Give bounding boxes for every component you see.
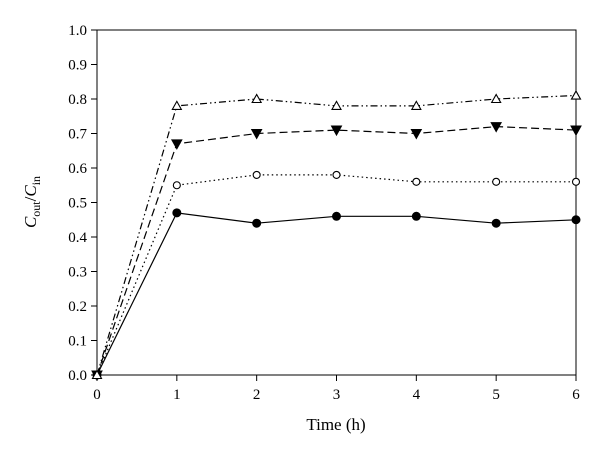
x-tick-label: 4 bbox=[413, 387, 421, 403]
data-point-series-3 bbox=[330, 125, 343, 137]
data-point-series-2 bbox=[571, 177, 581, 186]
data-point-series-2 bbox=[492, 177, 501, 186]
tick-marks bbox=[91, 29, 577, 381]
data-point-series-2 bbox=[332, 170, 341, 179]
y-tick-label: 0.0 bbox=[68, 368, 87, 384]
data-point-series-2 bbox=[172, 181, 181, 190]
y-tick-label: 0.1 bbox=[68, 334, 87, 350]
x-tick-label: 6 bbox=[572, 387, 580, 403]
y-tick-labels: 0.0 0.1 0.2 0.3 0.4 0.5 0.6 0.7 0.8 0.9 1.0 bbox=[68, 23, 87, 384]
y-tick-label: 0.6 bbox=[68, 161, 87, 177]
data-point-series-1 bbox=[332, 211, 341, 221]
data-point-series-3 bbox=[570, 125, 582, 137]
data-point-series-1 bbox=[411, 211, 421, 221]
data-point-series-2 bbox=[412, 177, 421, 186]
data-point-series-4 bbox=[410, 100, 422, 110]
plot-frame bbox=[96, 29, 577, 376]
data-point-series-4 bbox=[331, 100, 342, 110]
data-point-series-1 bbox=[491, 218, 501, 228]
series-line-2 bbox=[96, 174, 576, 376]
data-point-series-2 bbox=[252, 170, 261, 179]
data-point-series-4 bbox=[251, 93, 263, 104]
data-point-series-4 bbox=[171, 100, 183, 110]
y-tick-label: 0.9 bbox=[68, 58, 87, 74]
y-tick-label: 0.5 bbox=[68, 196, 87, 212]
y-tick-label: 0.2 bbox=[68, 299, 87, 315]
x-tick-label: 0 bbox=[93, 387, 101, 403]
x-tick-labels: 0 1 2 3 4 5 6 bbox=[93, 387, 580, 403]
y-tick-label: 0.4 bbox=[68, 230, 87, 246]
data-point-series-4 bbox=[91, 369, 103, 380]
x-tick-label: 2 bbox=[253, 387, 261, 403]
data-point-series-4 bbox=[570, 89, 582, 100]
x-tick-label: 1 bbox=[173, 387, 181, 403]
y-tick-label: 0.7 bbox=[68, 127, 87, 143]
y-tick-label: 0.3 bbox=[68, 265, 87, 281]
data-point-series-4 bbox=[490, 93, 502, 104]
x-tick-label: 5 bbox=[492, 387, 500, 403]
series-line-3 bbox=[96, 125, 577, 376]
data-point-series-3 bbox=[170, 139, 183, 150]
series-markers bbox=[91, 89, 582, 382]
series-line-1 bbox=[96, 212, 577, 376]
data-point-series-1 bbox=[172, 208, 182, 218]
y-tick-label: 1.0 bbox=[68, 23, 87, 39]
y-axis-title: Cout/Cin bbox=[21, 176, 43, 228]
data-point-series-3 bbox=[410, 129, 423, 140]
y-tick-label: 0.8 bbox=[68, 92, 87, 108]
data-point-series-3 bbox=[490, 122, 503, 133]
series-line-4 bbox=[96, 94, 577, 376]
data-point-series-1 bbox=[571, 215, 581, 225]
x-tick-label: 3 bbox=[333, 387, 341, 403]
series-lines bbox=[96, 94, 577, 376]
data-point-series-1 bbox=[252, 218, 262, 228]
axes bbox=[96, 29, 577, 376]
x-axis-title: Time (h) bbox=[306, 415, 365, 434]
data-point-series-3 bbox=[250, 129, 263, 140]
